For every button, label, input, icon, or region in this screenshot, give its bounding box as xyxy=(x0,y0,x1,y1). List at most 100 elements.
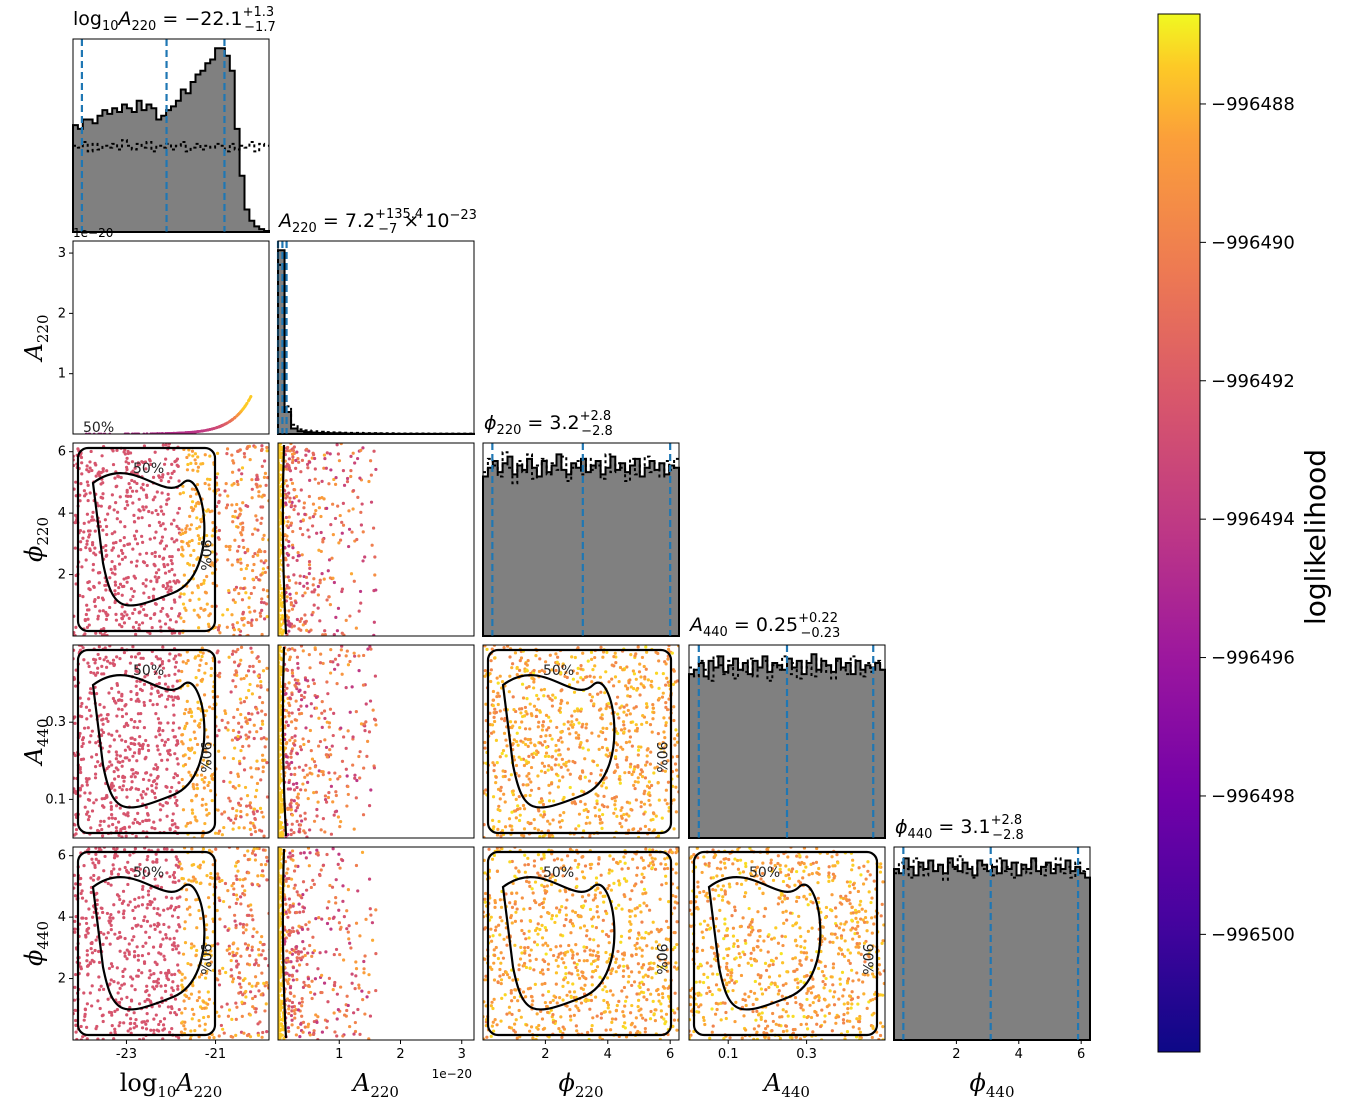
data-point xyxy=(289,798,294,802)
data-point xyxy=(562,722,566,726)
data-point xyxy=(666,657,670,661)
data-point xyxy=(580,769,585,773)
data-point xyxy=(308,728,313,733)
data-point xyxy=(115,753,119,757)
data-point xyxy=(99,713,103,717)
data-point xyxy=(511,662,515,666)
data-point xyxy=(356,456,360,461)
data-point xyxy=(617,716,621,720)
data-point xyxy=(561,798,565,802)
data-point xyxy=(226,558,230,562)
data-point xyxy=(508,720,513,724)
data-point xyxy=(83,632,87,636)
data-point xyxy=(519,656,524,660)
data-point xyxy=(258,695,262,699)
data-point xyxy=(179,592,183,596)
data-point xyxy=(161,512,166,516)
data-point xyxy=(311,502,316,506)
data-point xyxy=(130,780,134,784)
data-point xyxy=(291,455,295,459)
data-point xyxy=(109,805,114,809)
data-point xyxy=(134,834,138,838)
data-point xyxy=(241,538,245,542)
data-point xyxy=(278,746,282,750)
data-point xyxy=(544,660,548,664)
data-point xyxy=(574,827,578,831)
data-point xyxy=(104,524,109,529)
data-point xyxy=(233,673,237,677)
data-point xyxy=(614,795,619,799)
data-point xyxy=(651,703,655,707)
data-point xyxy=(79,482,83,486)
data-point xyxy=(136,958,140,962)
data-point xyxy=(260,810,264,814)
data-point xyxy=(90,729,94,733)
data-point xyxy=(192,548,196,553)
data-point xyxy=(326,569,330,573)
data-point xyxy=(76,447,80,451)
data-point xyxy=(94,1027,98,1031)
data-point xyxy=(316,593,320,597)
data-point xyxy=(225,447,230,451)
data-point xyxy=(541,802,546,807)
data-point xyxy=(217,537,221,541)
data-point xyxy=(333,482,338,487)
data-point xyxy=(165,767,169,771)
data-point xyxy=(492,730,496,734)
data-point xyxy=(340,759,345,764)
data-point xyxy=(141,540,145,545)
data-point xyxy=(118,754,122,758)
data-point xyxy=(330,744,334,748)
data-point xyxy=(496,681,500,685)
data-point xyxy=(577,721,581,725)
data-point xyxy=(98,656,102,661)
data-point xyxy=(133,817,137,822)
data-point xyxy=(145,787,150,791)
data-point xyxy=(131,772,135,776)
data-point xyxy=(181,548,185,552)
data-point xyxy=(237,627,241,632)
data-point xyxy=(193,458,197,462)
data-point xyxy=(294,809,298,813)
data-point xyxy=(160,475,165,479)
data-point xyxy=(301,533,305,537)
data-point xyxy=(290,760,294,765)
data-point xyxy=(349,572,354,576)
data-point xyxy=(126,860,130,864)
data-point xyxy=(512,758,517,762)
data-point xyxy=(163,571,168,575)
data-point xyxy=(114,618,119,622)
data-point xyxy=(117,586,121,590)
data-point xyxy=(528,737,532,742)
data-point xyxy=(604,670,608,674)
data-point xyxy=(484,788,488,792)
data-point xyxy=(155,776,159,780)
data-point xyxy=(517,755,521,759)
data-point xyxy=(123,865,127,870)
data-point xyxy=(165,498,169,502)
data-point xyxy=(305,581,309,585)
data-point xyxy=(88,691,92,695)
data-point xyxy=(198,663,202,667)
data-point xyxy=(278,533,281,538)
data-point xyxy=(113,816,118,821)
data-point xyxy=(559,765,563,769)
data-point xyxy=(150,662,154,666)
data-point xyxy=(88,547,92,551)
data-point xyxy=(541,720,546,724)
data-point xyxy=(583,802,587,806)
data-point xyxy=(301,649,305,653)
data-point xyxy=(635,688,639,692)
data-point xyxy=(287,609,291,613)
panel-phi220-vs-A440: 50%90% xyxy=(482,644,680,839)
data-point xyxy=(288,787,292,791)
data-point xyxy=(671,682,676,686)
data-point xyxy=(270,519,273,522)
data-point xyxy=(93,546,97,550)
data-point xyxy=(172,598,177,602)
data-point xyxy=(657,686,661,690)
data-point xyxy=(160,758,164,762)
data-point xyxy=(510,810,514,814)
data-point xyxy=(193,430,197,434)
data-point xyxy=(604,753,608,757)
